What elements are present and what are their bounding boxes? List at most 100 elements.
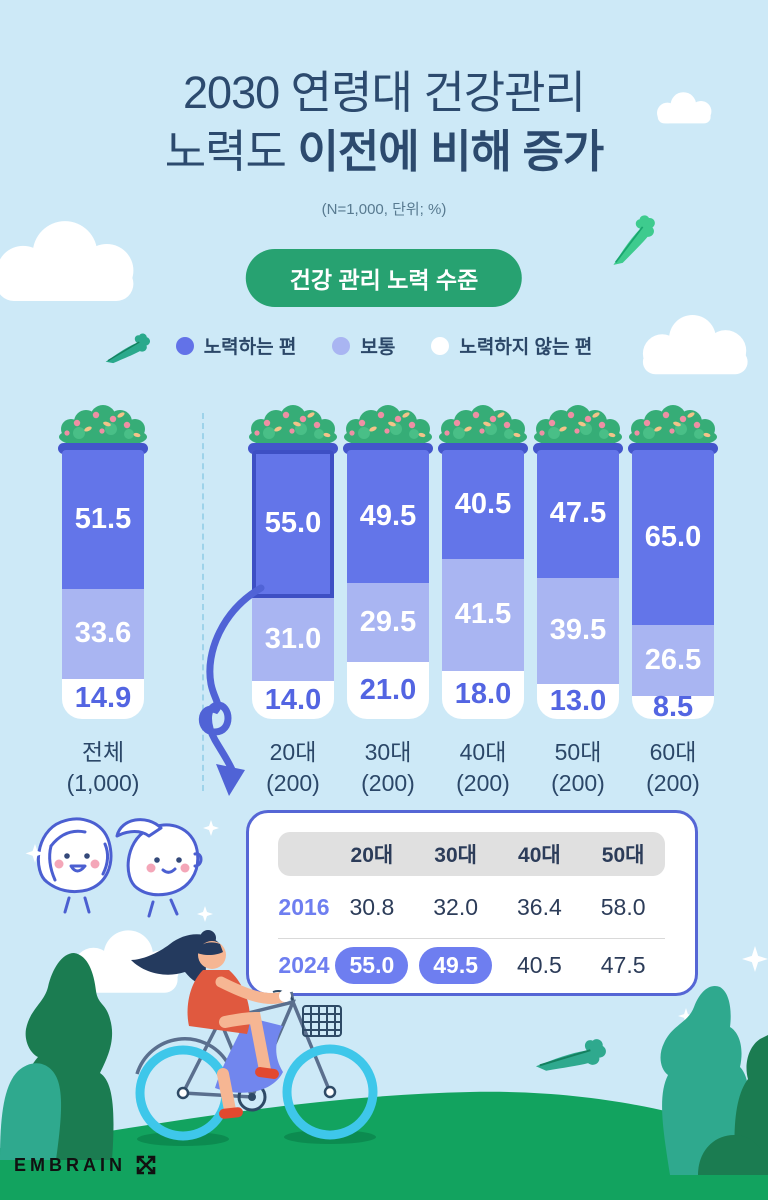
bar-category-name: 30대 <box>364 739 412 765</box>
table-column-header: 30대 <box>434 844 477 867</box>
title-line-2-bold: 이전에 비해 증가 <box>297 125 604 177</box>
plant-foliage-icon <box>245 405 341 448</box>
title-line-1: 2030 연령대 건강관리 <box>183 67 586 118</box>
curved-arrow-icon <box>198 584 265 796</box>
bar-segment: 39.5 <box>537 577 619 685</box>
table-header-row: 20대 30대 40대 50대 <box>278 832 665 876</box>
bar-category-count: (200) <box>361 770 415 797</box>
embrain-logo: EMBRAIN <box>14 1153 158 1177</box>
sparkle-icon <box>678 1008 694 1024</box>
cloud-icon <box>0 221 134 301</box>
bar-stack: 55.0 31.0 14.0 <box>252 450 334 719</box>
bar-category-label: 40대 (200) <box>423 737 543 799</box>
bar-segment: 33.6 <box>62 588 144 679</box>
legend-dot-icon <box>431 336 450 355</box>
legend-label: 보통 <box>360 337 396 358</box>
bar-segment-value: 31.0 <box>264 623 322 656</box>
bar-stack: 49.5 29.5 21.0 <box>347 450 429 719</box>
bar-category-count: (200) <box>266 770 320 797</box>
legend-item: 노력하지 않는 편 <box>431 332 592 359</box>
bar-category-name: 전체 <box>81 739 125 765</box>
table-year-label: 2016 <box>278 893 330 920</box>
bar-segment-value: 49.5 <box>359 500 417 533</box>
bar-segment-value: 51.5 <box>74 502 132 535</box>
table-row-divider <box>278 938 665 939</box>
bar-category-label: 60대 (200) <box>613 737 733 799</box>
bar-segment: 18.0 <box>442 670 524 719</box>
bar-segment: 29.5 <box>347 583 429 663</box>
legend-item: 노력하는 편 <box>175 332 297 359</box>
embrain-logo-text: EMBRAIN <box>14 1154 126 1175</box>
bar-category-count: (1,000) <box>66 770 140 797</box>
table-value-cell: 58.0 <box>600 893 646 920</box>
bar-segment-value: 55.0 <box>264 507 322 540</box>
bar-segment-value: 18.0 <box>454 678 512 711</box>
bar-segment: 26.5 <box>632 624 714 697</box>
table-column-header: 40대 <box>518 844 561 867</box>
table-year-label: 2024 <box>278 951 330 978</box>
bar-category-label: 50대 (200) <box>518 737 638 799</box>
bar-stack: 51.5 33.6 14.9 <box>62 450 144 719</box>
title-line-2-regular: 노력도 <box>164 125 298 177</box>
bar-segment: 55.0 <box>252 450 334 598</box>
plant-foliage-icon <box>435 405 531 448</box>
bar-category-name: 60대 <box>649 739 697 765</box>
bar-category-name: 40대 <box>459 739 507 765</box>
bar-segment-value: 29.5 <box>359 606 417 639</box>
page-title: 2030 연령대 건강관리 노력도 이전에 비해 증가 <box>0 64 768 181</box>
bar-segment-value: 21.0 <box>359 674 417 707</box>
bar-category-name: 50대 <box>554 739 602 765</box>
table-value-cell: 36.4 <box>516 893 562 920</box>
bar-segment: 65.0 <box>632 450 714 625</box>
highlight-pill: 55.0 <box>335 946 409 984</box>
cloud-icon <box>657 92 712 124</box>
bar-stack: 40.5 41.5 18.0 <box>442 450 524 719</box>
bar-segment: 14.0 <box>252 681 334 719</box>
bar-category-name: 20대 <box>269 739 317 765</box>
bar-segment: 21.0 <box>347 662 429 719</box>
bar-segment: 31.0 <box>252 597 334 682</box>
cyclist-illustration <box>131 930 378 1141</box>
table-column-header: 20대 <box>350 844 394 867</box>
stacked-bar-chart: 51.5 33.6 14.9 전체 (1,000) 55.0 31.0 14.0 20대 (20… <box>0 405 768 800</box>
highlight-pill: 49.5 <box>419 946 492 984</box>
bar-segment-value: 13.0 <box>549 685 607 717</box>
table-value-cell: 47.5 <box>600 951 646 978</box>
table-row: 2024 55.0 49.5 40.5 47.5 <box>278 941 665 989</box>
bar-segment-value: 65.0 <box>644 520 702 553</box>
section-badge: 건강 관리 노력 수준 <box>245 249 523 307</box>
table-value-cell: 55.0 <box>330 946 414 984</box>
doodle-faces-illustration <box>25 817 219 922</box>
bar-segment-value: 47.5 <box>549 497 607 530</box>
bar-top-rim <box>248 443 338 454</box>
bar-segment-value: 14.0 <box>264 683 322 716</box>
bar-category-count: (200) <box>456 770 510 797</box>
leaf-icon <box>613 215 655 265</box>
legend-dot-icon <box>332 336 351 355</box>
bar-segment: 47.5 <box>537 450 619 578</box>
sparkle-icon <box>742 946 768 972</box>
bar-category-count: (200) <box>551 770 605 797</box>
table-column-header: 50대 <box>601 844 645 867</box>
cloud-icon <box>642 315 748 375</box>
chart-divider-dashed <box>202 413 204 791</box>
bar-segment: 13.0 <box>537 684 619 719</box>
table-value-cell: 30.8 <box>349 893 395 920</box>
legend-label: 노력하지 않는 편 <box>459 337 593 358</box>
bar-segment-value: 40.5 <box>454 487 512 520</box>
legend-label: 노력하는 편 <box>203 337 297 358</box>
leaf-icon <box>535 1039 606 1071</box>
legend-dot-icon <box>175 336 194 355</box>
embrain-logo-icon <box>136 1155 156 1175</box>
leaf-icon <box>105 333 151 364</box>
bar-top-rim <box>628 443 718 454</box>
plant-foliage-icon <box>530 405 626 448</box>
bar-top-rim <box>58 443 148 454</box>
plant-foliage-icon <box>55 405 151 448</box>
table-value-cell: 49.5 <box>414 946 498 984</box>
bar-category-label: 전체 (1,000) <box>43 737 163 799</box>
table-value-cell: 32.0 <box>433 893 478 920</box>
table-value-cell: 40.5 <box>516 951 562 978</box>
bar-segment: 51.5 <box>62 450 144 589</box>
